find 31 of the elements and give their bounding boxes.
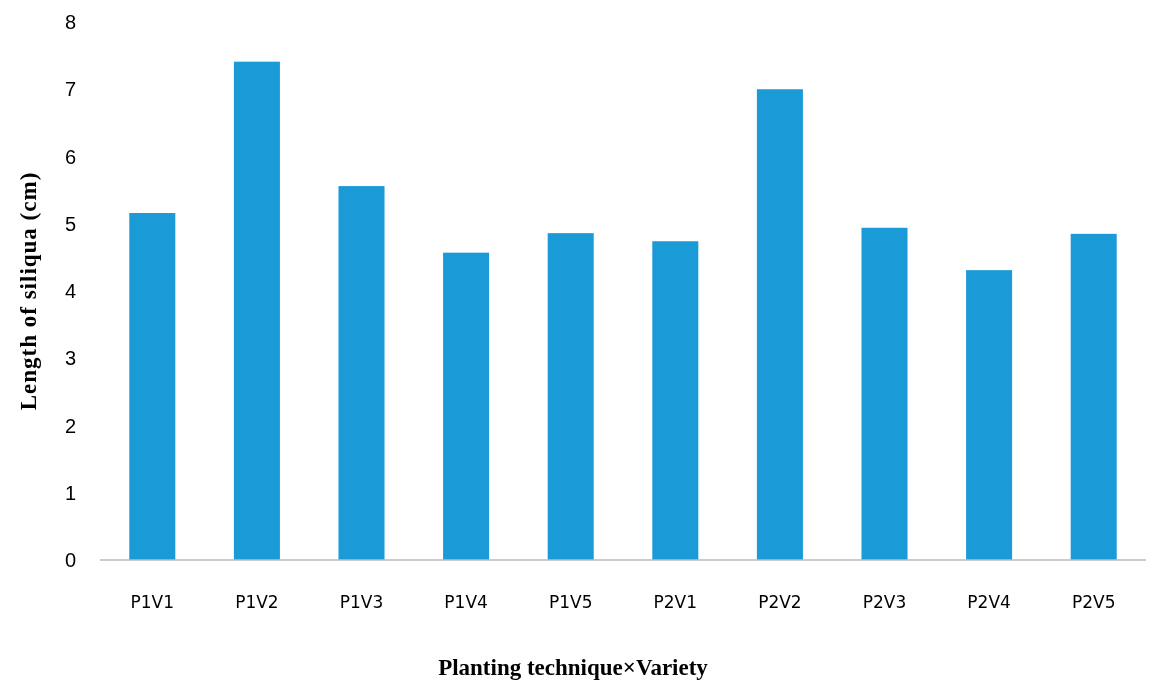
x-tick-label: P1V5 xyxy=(548,592,593,612)
x-tick-label: P2V3 xyxy=(862,592,907,612)
y-tick-label: 6 xyxy=(64,145,76,168)
y-tick-label: 7 xyxy=(64,78,76,101)
y-tick-label: 3 xyxy=(64,347,76,370)
x-tick-label: P2V1 xyxy=(653,592,698,612)
y-tick-label: 1 xyxy=(64,481,76,504)
y-tick-label: 8 xyxy=(64,11,76,33)
x-tick-label: P2V5 xyxy=(1071,592,1116,612)
bar xyxy=(338,186,385,560)
bar xyxy=(547,233,594,560)
x-tick-label: P2V2 xyxy=(758,592,802,612)
y-tick-label: 0 xyxy=(64,549,76,571)
x-tick-label: P1V3 xyxy=(339,592,384,612)
y-axis-title: Length of siliqua (cm) xyxy=(16,171,41,411)
y-tick-label: 4 xyxy=(64,280,76,302)
y-tick-label: 5 xyxy=(64,212,76,235)
x-tick-label: P1V2 xyxy=(235,592,279,612)
x-tick-label: P2V4 xyxy=(967,592,1011,612)
bar xyxy=(966,270,1013,560)
bar xyxy=(443,252,490,560)
bar xyxy=(129,212,176,560)
bar xyxy=(1070,233,1117,560)
bar xyxy=(652,241,699,560)
bar xyxy=(233,61,280,560)
x-tick-label: P1V4 xyxy=(444,592,488,612)
bar xyxy=(861,227,908,560)
x-tick-label: P1V1 xyxy=(130,592,175,612)
y-tick-label: 2 xyxy=(64,414,76,437)
x-axis-title: Planting technique×Variety xyxy=(438,655,709,680)
bar xyxy=(756,89,803,560)
